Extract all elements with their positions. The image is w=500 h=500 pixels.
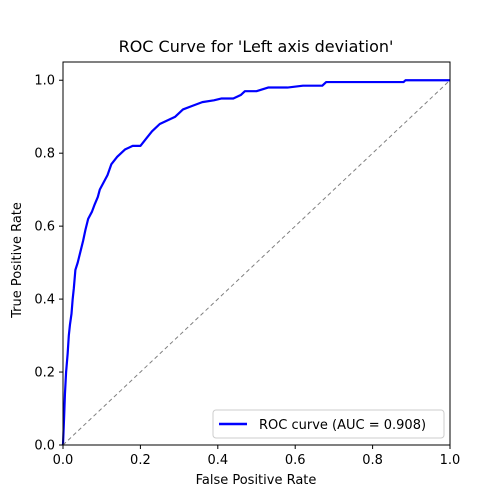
chart-title: ROC Curve for 'Left axis deviation' [119,37,394,56]
legend-box [212,409,445,439]
chance-diagonal-line [62,79,451,446]
x-tick-label: 0.0 [53,453,74,468]
x-tick-label: 1.0 [440,453,461,468]
y-axis-label: True Positive Rate [10,202,25,319]
y-tick-label: 0.0 [34,439,55,454]
y-tick-label: 0.8 [34,147,55,162]
x-tick-label: 0.4 [207,453,228,468]
y-tick-label: 0.6 [34,220,55,235]
x-tick-label: 0.8 [362,453,383,468]
plot-area [61,61,451,446]
x-axis-label: False Positive Rate [196,473,317,488]
roc-curve-line [61,79,450,446]
y-tick-label: 0.2 [34,366,55,381]
x-tick-label: 0.6 [285,453,306,468]
plot-frame [62,61,451,446]
legend: ROC curve (AUC = 0.908) [212,409,445,439]
axis-ticks: 0.0 0.2 0.4 0.6 0.8 1.0 0.0 0.2 0.4 0.6 0.8 1.0 [34,74,460,468]
y-tick-label: 1.0 [34,74,55,89]
x-tick-label: 0.2 [130,453,151,468]
y-tick-label: 0.4 [34,293,55,308]
legend-label-roc: ROC curve (AUC = 0.908) [259,418,426,433]
